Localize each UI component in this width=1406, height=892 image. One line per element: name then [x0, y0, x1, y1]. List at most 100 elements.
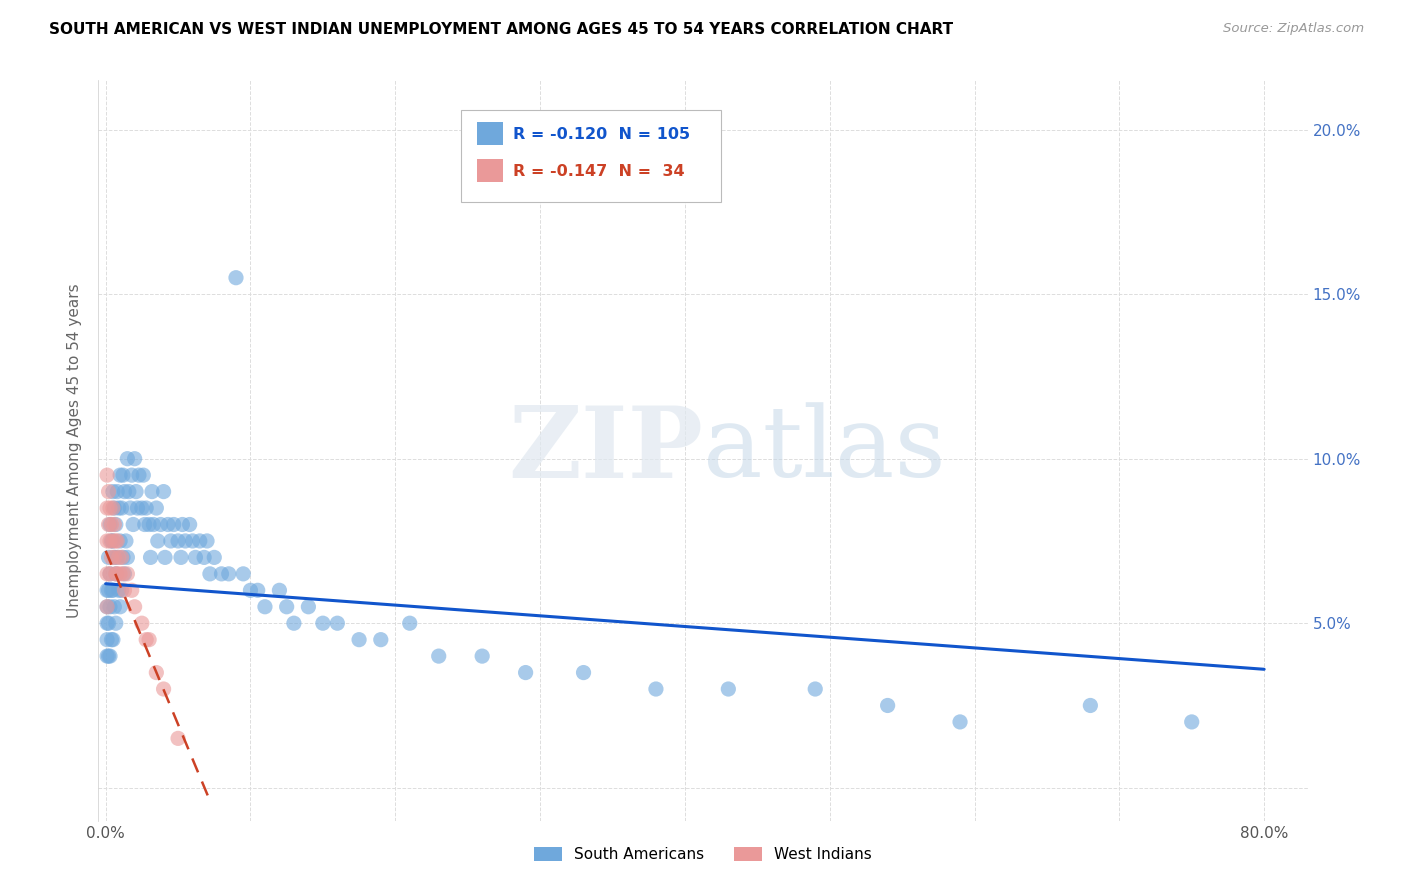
Point [167, 731, 190, 746]
Point [202, 550, 225, 565]
Point [132, 468, 155, 483]
Point [198, 566, 221, 581]
Point [1080, 698, 1102, 713]
Point [211, 566, 233, 581]
Point [115, 533, 138, 548]
Point [105, 550, 128, 565]
Point [1181, 714, 1204, 729]
Point [101, 501, 124, 516]
Point [121, 468, 143, 483]
Point [131, 501, 153, 516]
Point [108, 468, 131, 483]
Point [104, 616, 127, 631]
Point [96, 533, 118, 548]
Point [167, 533, 190, 548]
Point [124, 451, 146, 466]
Point [96, 583, 118, 598]
Point [370, 632, 392, 647]
Point [124, 599, 146, 614]
Point [145, 501, 167, 516]
Point [239, 583, 262, 598]
Point [96, 566, 118, 581]
Point [98, 566, 121, 581]
Point [103, 517, 125, 532]
Point [170, 550, 193, 565]
Point [112, 550, 135, 565]
Point [427, 649, 450, 664]
Point [179, 517, 201, 532]
Point [159, 533, 181, 548]
Point [876, 698, 898, 713]
Point [152, 484, 174, 499]
Point [118, 484, 141, 499]
Point [297, 599, 319, 614]
Point [97, 484, 120, 499]
Point [101, 533, 124, 548]
Point [108, 599, 131, 614]
Point [142, 517, 165, 532]
Point [146, 533, 169, 548]
Point [98, 517, 121, 532]
Point [110, 550, 132, 565]
Point [100, 632, 122, 647]
Point [103, 501, 125, 516]
Point [127, 501, 149, 516]
Point [153, 550, 176, 565]
Point [97, 517, 120, 532]
Point [232, 566, 254, 581]
Point [515, 665, 537, 680]
Point [96, 599, 118, 614]
Text: Source: ZipAtlas.com: Source: ZipAtlas.com [1223, 22, 1364, 36]
Point [804, 681, 827, 696]
Point [104, 566, 127, 581]
Point [276, 599, 298, 614]
Point [96, 599, 118, 614]
Point [246, 583, 269, 598]
Point [195, 533, 218, 548]
Point [97, 616, 120, 631]
Point [108, 566, 131, 581]
Point [103, 550, 125, 565]
Bar [477, 122, 503, 145]
Point [717, 681, 740, 696]
Point [96, 649, 118, 664]
Point [101, 583, 124, 598]
Point [96, 501, 118, 516]
Point [218, 566, 240, 581]
Point [163, 517, 186, 532]
Point [114, 583, 136, 598]
Point [471, 649, 494, 664]
Point [104, 533, 127, 548]
Point [135, 501, 157, 516]
Text: ZIP: ZIP [508, 402, 703, 499]
Point [138, 517, 160, 532]
Point [138, 632, 160, 647]
Point [100, 533, 122, 548]
Point [131, 616, 153, 631]
Point [104, 566, 127, 581]
Point [122, 517, 145, 532]
Point [645, 681, 668, 696]
Point [107, 583, 129, 598]
Point [100, 583, 122, 598]
Text: atlas: atlas [703, 402, 946, 499]
Point [105, 484, 128, 499]
Point [174, 533, 197, 548]
Point [98, 599, 121, 614]
Point [188, 533, 211, 548]
Legend: South Americans, West Indians: South Americans, West Indians [527, 841, 879, 869]
Point [398, 616, 420, 631]
Point [117, 566, 139, 581]
Point [134, 517, 156, 532]
Point [326, 616, 349, 631]
Point [347, 632, 370, 647]
Point [117, 550, 139, 565]
Point [98, 501, 121, 516]
Text: R = -0.120  N = 105: R = -0.120 N = 105 [513, 127, 690, 142]
Point [172, 517, 194, 532]
Point [98, 533, 121, 548]
Point [253, 599, 276, 614]
Point [105, 566, 128, 581]
Point [141, 484, 163, 499]
Point [225, 270, 247, 285]
